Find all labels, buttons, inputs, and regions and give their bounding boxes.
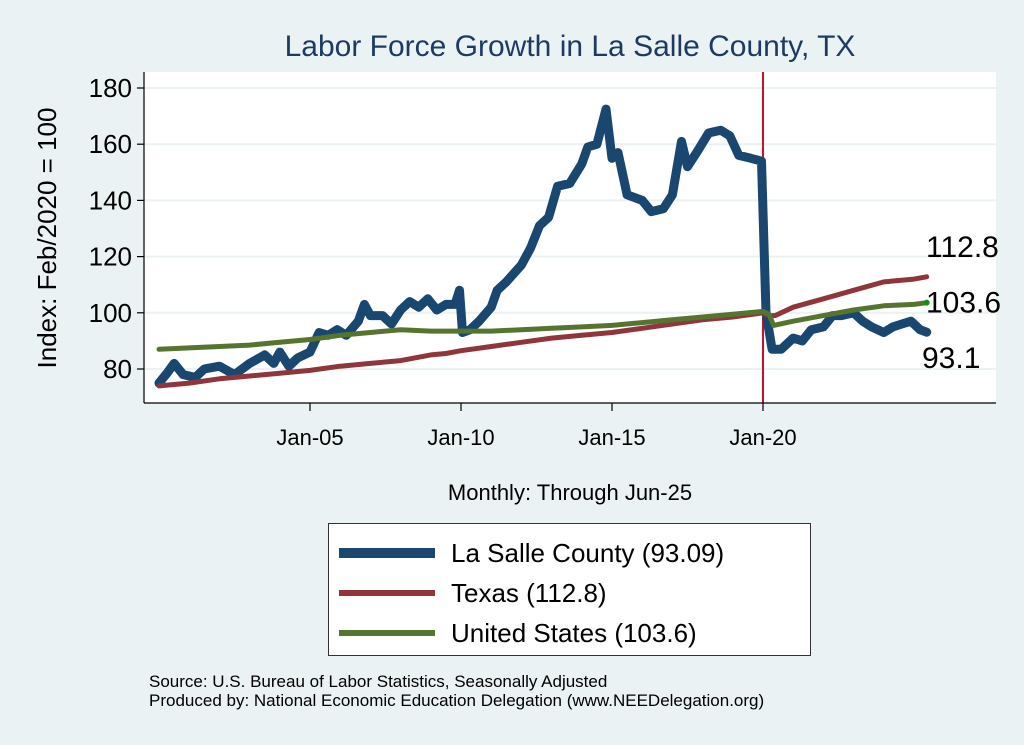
end-label: 93.1: [922, 342, 980, 375]
end-label: 103.6: [926, 287, 1001, 320]
chart-title: Labor Force Growth in La Salle County, T…: [284, 30, 856, 63]
y-axis: 80 100 120 140 160 180: [89, 73, 144, 384]
series-line-texas: [156, 274, 930, 389]
y-tick-label: 160: [89, 129, 132, 159]
footer: Source: U.S. Bureau of Labor Statistics,…: [149, 672, 764, 710]
end-label: 112.8: [926, 231, 999, 264]
y-tick-label: 80: [103, 354, 132, 384]
legend-label: United States (103.6): [451, 617, 697, 648]
legend-swatch-la-salle: [339, 548, 435, 558]
legend-label: La Salle County (93.09): [451, 537, 725, 568]
end-marker: [923, 299, 930, 306]
y-tick-label: 100: [89, 298, 132, 328]
y-tick-label: 120: [89, 242, 132, 272]
legend-swatch-united-states: [339, 630, 435, 636]
legend-item-la-salle: La Salle County (93.09): [339, 535, 724, 571]
y-tick-label: 180: [89, 73, 132, 103]
produced-by-note: Produced by: National Economic Education…: [149, 691, 765, 710]
legend-item-united-states: United States (103.6): [339, 615, 697, 651]
legend: La Salle County (93.09) Texas (112.8) Un…: [328, 523, 811, 656]
x-axis-title: Monthly: Through Jun-25: [447, 480, 693, 505]
series-line-united-states: [156, 300, 930, 352]
legend-label: Texas (112.8): [451, 577, 607, 608]
x-tick-label: Jan-05: [276, 425, 343, 450]
end-labels: 112.8 103.6 93.1: [922, 231, 1001, 375]
source-note: Source: U.S. Bureau of Labor Statistics,…: [149, 672, 608, 691]
y-axis-title: Index: Feb/2020 = 100: [32, 108, 62, 369]
x-tick-label: Jan-10: [427, 425, 494, 450]
legend-item-texas: Texas (112.8): [339, 575, 607, 611]
y-tick-label: 140: [89, 185, 132, 215]
series-lines: [154, 104, 932, 389]
x-tick-label: Jan-15: [578, 425, 645, 450]
x-tick-label: Jan-20: [729, 425, 796, 450]
plot-area: [144, 72, 996, 403]
legend-swatch-texas: [339, 590, 435, 596]
series-line-la-salle-county: [154, 104, 932, 388]
x-axis: Jan-05 Jan-10 Jan-15 Jan-20: [276, 403, 797, 450]
